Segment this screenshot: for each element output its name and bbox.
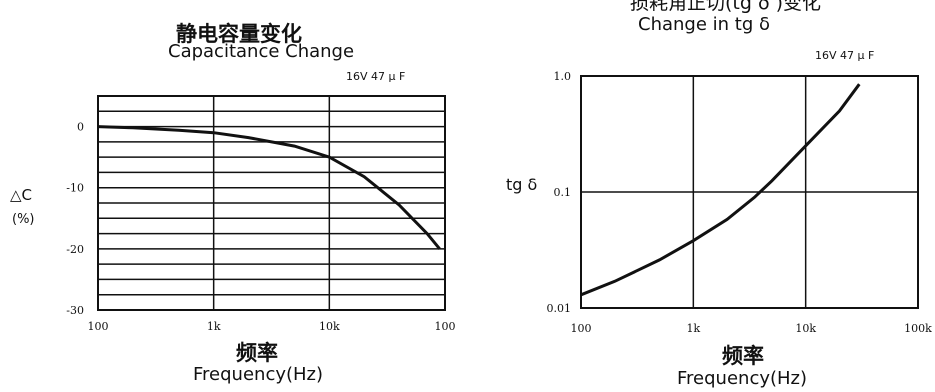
chart-title: 损耗角正切(tg δ )变化 [630,0,822,14]
tick-labels: 100 1k 10k 100 0 -10 -20 -30 [66,121,455,333]
test-condition: 16V 47 μ F [346,70,406,83]
grid [581,76,918,308]
plot-frame [580,75,919,309]
x-tick-label: 100k [904,322,932,335]
x-tick-label: 100 [571,322,592,335]
y-tick-label: -30 [66,304,84,317]
y-tick-label: -20 [66,243,84,256]
x-tick-label: 10k [795,322,816,335]
tan-delta-plot: 100 1k 10k 100k 1.0 0.1 0.01 [547,70,933,335]
chart-subtitle: Change in tg δ [638,14,770,35]
capacitance-plot: 100 1k 10k 100 0 -10 -20 -30 [66,95,456,333]
capacitance-series-line [97,125,441,250]
x-axis-label-cn: 频率 [722,344,764,368]
x-axis-label: Frequency(Hz) [193,364,324,385]
x-axis-label-cn: 频率 [236,341,278,365]
x-axis-label: Frequency(Hz) [677,368,808,389]
y-tick-label: -10 [66,182,84,195]
chart-subtitle: Capacitance Change [168,41,355,62]
tan-delta-chart-panel: 损耗角正切(tg δ )变化 Change in tg δ 16V 47 μ F… [470,0,935,392]
y-tick-label: 0.1 [554,186,572,199]
x-tick-label: 100 [435,320,456,333]
capacitance-chart-panel: 静电容量变化 Capacitance Change 16V 47 μ F △C … [10,22,456,385]
y-tick-label: 0 [77,121,84,134]
y-axis-unit: (%) [12,212,35,227]
tick-labels: 100 1k 10k 100k 1.0 0.1 0.01 [547,70,933,335]
x-tick-label: 1k [686,322,700,335]
y-tick-label: 0.01 [547,302,572,315]
chart-title: 静电容量变化 [176,22,302,46]
plot-frame [97,95,446,311]
y-tick-label: 1.0 [554,70,572,83]
tan-delta-series-line [580,83,861,297]
test-condition: 16V 47 μ F [815,49,875,62]
x-tick-label: 10k [319,320,340,333]
x-tick-label: 1k [207,320,221,333]
y-axis-label: tg δ [506,175,538,194]
y-axis-label: △C [10,186,33,204]
x-tick-label: 100 [88,320,109,333]
